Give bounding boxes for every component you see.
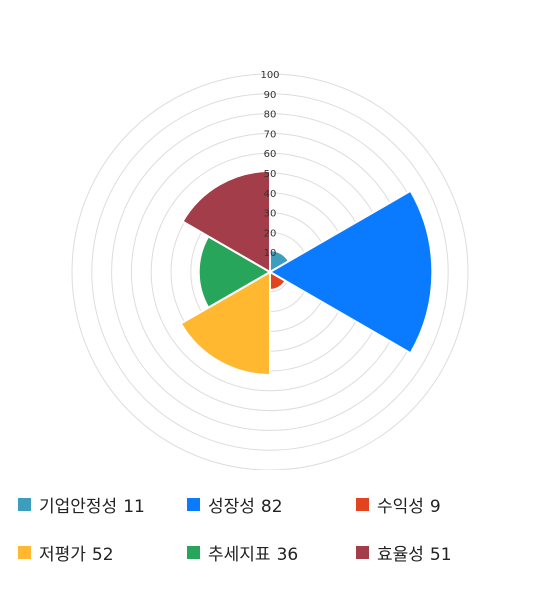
legend-row-1: 기업안정성 11 성장성 82 수익성 9	[0, 484, 540, 524]
radial-tick-label: 60	[264, 149, 277, 160]
legend-swatch	[356, 497, 369, 511]
polar-slice-6[interactable]	[181, 170, 271, 274]
legend-value: 9	[429, 496, 441, 517]
legend-swatch	[18, 497, 31, 511]
legend-item[interactable]: 추세지표 36	[187, 532, 298, 572]
polar-slice-4[interactable]	[179, 270, 271, 376]
legend-item[interactable]: 기업안정성 11	[18, 484, 145, 524]
slices	[179, 170, 434, 376]
legend-swatch	[187, 497, 200, 511]
legend-label: 저평가	[39, 544, 86, 565]
legend-item[interactable]: 수익성 9	[356, 484, 441, 524]
legend-label: 추세지표	[208, 544, 271, 565]
radial-tick-label: 70	[264, 129, 277, 140]
legend-label: 성장성	[208, 496, 255, 517]
legend-label: 기업안정성	[39, 496, 118, 517]
radial-tick-label: 90	[264, 90, 277, 101]
legend-item[interactable]: 성장성 82	[187, 484, 283, 524]
legend-value: 11	[123, 496, 145, 517]
legend-item[interactable]: 저평가 52	[18, 532, 114, 572]
polar-area-chart: 100 90 80 70 60 50 40 30 20 10	[71, 70, 469, 470]
legend-value: 82	[260, 496, 283, 517]
polar-slice-2[interactable]	[267, 189, 434, 355]
grid-ring	[71, 73, 469, 470]
polar-slice-5[interactable]	[197, 234, 272, 310]
grid-ring	[91, 93, 449, 451]
chart-area: 100 90 80 70 60 50 40 30 20 10	[71, 70, 469, 470]
legend-swatch	[187, 545, 200, 559]
radial-ticks: 100 90 80 70 60 50 40 30 20 10	[260, 70, 279, 259]
legend-row-2: 저평가 52 추세지표 36 효율성 51	[0, 532, 540, 572]
legend-swatch	[18, 545, 31, 559]
radial-tick-label: 40	[264, 189, 277, 200]
radial-tick-label: 10	[264, 248, 277, 259]
legend-swatch	[356, 545, 369, 559]
radial-tick-label: 100	[260, 70, 279, 81]
legend-value: 51	[429, 544, 452, 565]
radial-tick-label: 80	[264, 110, 277, 121]
legend-item[interactable]: 효율성 51	[356, 532, 452, 572]
radial-tick-label: 30	[264, 209, 277, 220]
legend-value: 52	[91, 544, 114, 565]
radial-tick-label: 50	[264, 169, 277, 180]
legend-label: 효율성	[377, 544, 424, 565]
legend-label: 수익성	[377, 496, 424, 517]
radial-tick-label: 20	[264, 228, 277, 239]
legend-value: 36	[276, 544, 299, 565]
